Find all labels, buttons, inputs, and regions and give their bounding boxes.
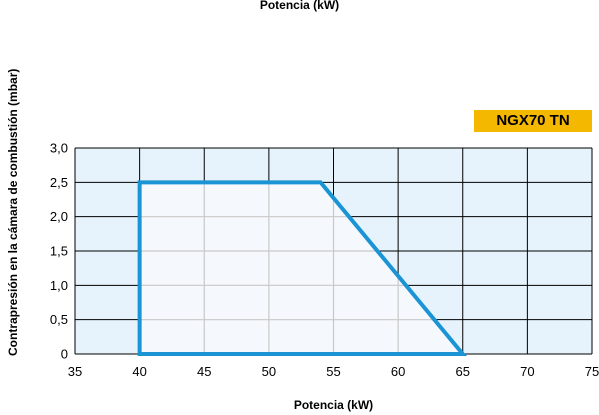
y-tick-label: 1,0 [50, 278, 68, 293]
operating-region-cover [139, 182, 463, 354]
x-tick-label: 70 [520, 364, 534, 379]
x-tick-label: 45 [197, 364, 211, 379]
x-tick-label: 75 [585, 364, 599, 379]
y-tick-label: 2,0 [50, 209, 68, 224]
y-tick-label: 0 [61, 347, 68, 362]
y-axis-ticks: 0 0,5 1,0 1,5 2,0 2,5 3,0 [50, 141, 68, 362]
x-axis-label: Potencia (kW) [294, 398, 373, 412]
x-tick-label: 40 [132, 364, 146, 379]
x-tick-label: 55 [326, 364, 340, 379]
y-tick-label: 0,5 [50, 312, 68, 327]
y-axis-label: Contrapresión en la cámara de combustión… [6, 69, 20, 356]
top-title: Potencia (kW) [259, 0, 340, 12]
x-tick-label: 65 [456, 364, 470, 379]
x-tick-label: 50 [262, 364, 276, 379]
x-axis-ticks: 35 40 45 50 55 60 65 70 75 [68, 364, 599, 379]
x-tick-label: 60 [391, 364, 405, 379]
model-badge: NGX70 TN [474, 110, 592, 132]
y-tick-label: 3,0 [50, 141, 68, 156]
operating-region-outline [137, 180, 468, 356]
x-tick-label: 35 [68, 364, 82, 379]
y-tick-label: 1,5 [50, 244, 68, 259]
y-tick-label: 2,5 [50, 175, 68, 190]
